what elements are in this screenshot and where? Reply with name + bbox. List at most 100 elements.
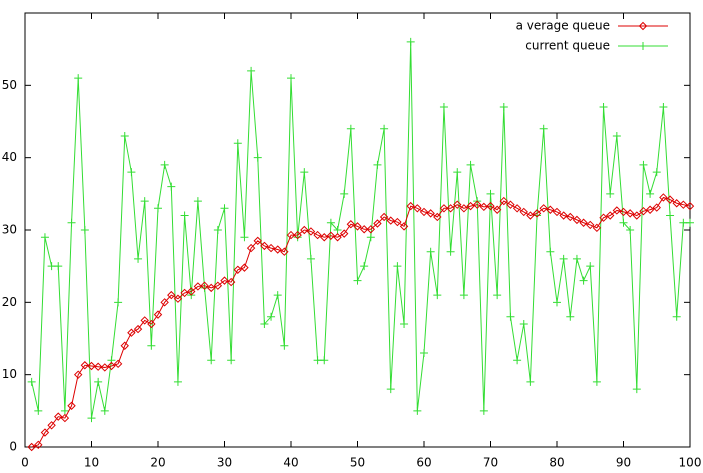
point (526, 211, 535, 220)
point (60, 413, 70, 423)
point (406, 201, 415, 211)
point (519, 207, 528, 217)
y-tick-label: 10 (2, 367, 17, 381)
point (612, 131, 621, 140)
point (679, 200, 688, 209)
point (492, 205, 502, 214)
point (572, 254, 581, 263)
x-tick-label: 10 (84, 456, 99, 470)
point (486, 189, 495, 198)
point (619, 218, 628, 227)
point (366, 233, 375, 242)
point (300, 225, 309, 235)
point (40, 428, 50, 437)
point (213, 226, 222, 234)
point (399, 222, 409, 231)
point (639, 206, 648, 216)
point (426, 247, 435, 256)
x-tick-label: 90 (616, 456, 631, 470)
point (160, 298, 169, 307)
point (513, 356, 522, 365)
point (140, 316, 149, 325)
point (592, 223, 602, 233)
point (599, 103, 608, 112)
point (379, 212, 389, 222)
point (153, 310, 163, 319)
point (652, 203, 661, 212)
point (532, 209, 542, 218)
point (120, 341, 129, 350)
point (499, 196, 509, 206)
point (306, 227, 316, 236)
point (340, 189, 349, 198)
point (592, 377, 601, 386)
point (200, 281, 209, 290)
point (173, 377, 182, 386)
point (672, 199, 681, 208)
point (60, 406, 69, 415)
point (246, 243, 256, 253)
point (280, 341, 289, 350)
point (486, 201, 495, 211)
point (94, 377, 103, 386)
point (240, 233, 249, 242)
point (339, 229, 349, 238)
point (466, 201, 475, 211)
x-tick-label: 0 (21, 456, 29, 470)
point (253, 236, 262, 246)
point (54, 262, 63, 271)
series-line (31, 196, 691, 448)
point (180, 288, 189, 298)
point (632, 211, 642, 220)
point (685, 201, 695, 211)
point (686, 218, 694, 227)
point (459, 204, 469, 213)
point (120, 131, 129, 140)
point (273, 245, 282, 254)
point (267, 312, 276, 321)
point (320, 356, 329, 365)
point (140, 197, 149, 206)
point (413, 406, 422, 415)
point (300, 168, 309, 177)
point (506, 200, 515, 209)
point (426, 209, 435, 218)
point (320, 233, 329, 242)
point (359, 225, 369, 234)
point (353, 276, 362, 285)
point (605, 211, 615, 220)
point (280, 247, 289, 256)
x-tick-label: 50 (350, 456, 365, 470)
point (446, 247, 455, 256)
point (34, 440, 43, 450)
y-tick-label: 40 (2, 150, 17, 164)
point (233, 265, 243, 274)
point (645, 205, 655, 214)
point (273, 291, 282, 300)
point (326, 231, 336, 240)
point (433, 212, 442, 222)
point (87, 361, 96, 371)
point (346, 124, 355, 133)
point (586, 220, 595, 230)
point (220, 276, 229, 285)
point (27, 377, 36, 386)
point (260, 241, 269, 251)
point (260, 320, 269, 329)
point (439, 103, 448, 112)
y-tick-label: 50 (2, 78, 17, 92)
point (539, 124, 548, 133)
point (553, 298, 561, 307)
point (566, 312, 575, 321)
legend-marker (639, 42, 647, 50)
x-tick-label: 60 (416, 456, 431, 470)
point (499, 103, 508, 112)
point (380, 124, 389, 133)
point (672, 312, 681, 321)
point (360, 262, 369, 271)
x-tick-label: 100 (679, 456, 702, 470)
x-tick-label: 80 (549, 456, 564, 470)
point (67, 401, 76, 410)
point (373, 219, 382, 228)
point (333, 233, 342, 242)
